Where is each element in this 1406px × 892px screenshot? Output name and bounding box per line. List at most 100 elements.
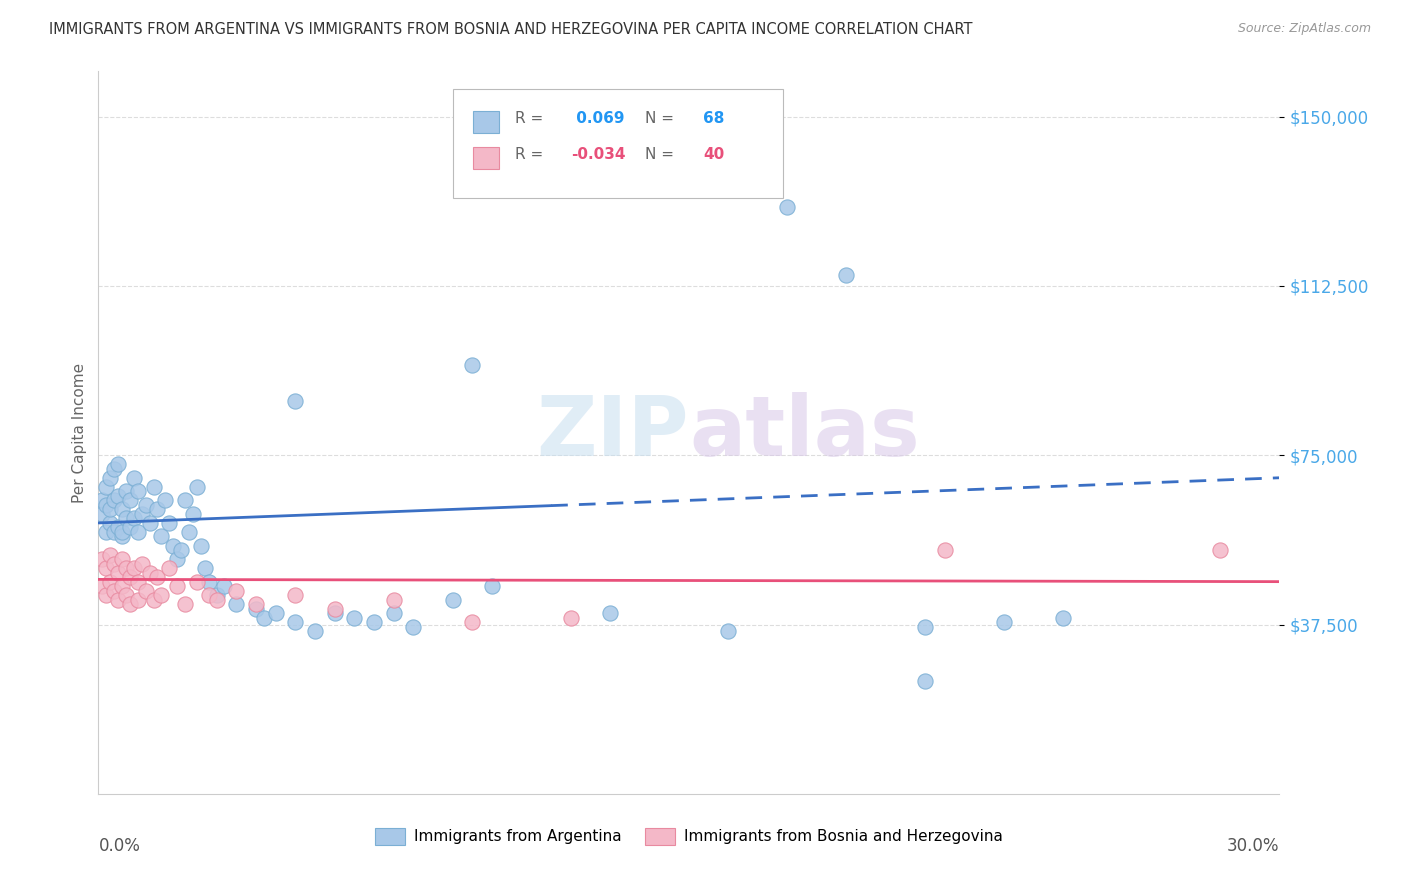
Text: ZIP: ZIP bbox=[537, 392, 689, 473]
Point bbox=[323, 601, 346, 615]
Text: Source: ZipAtlas.com: Source: ZipAtlas.com bbox=[1237, 22, 1371, 36]
Point bbox=[107, 566, 129, 580]
Point bbox=[96, 588, 118, 602]
Point bbox=[1052, 611, 1074, 625]
Point bbox=[461, 358, 484, 372]
Point bbox=[127, 592, 149, 607]
Point bbox=[264, 607, 287, 621]
Point bbox=[111, 529, 134, 543]
Text: 40: 40 bbox=[703, 147, 724, 162]
Point bbox=[157, 561, 180, 575]
Point bbox=[107, 520, 129, 534]
Point bbox=[96, 561, 118, 575]
Point bbox=[103, 524, 125, 539]
Point bbox=[103, 462, 125, 476]
Point bbox=[122, 561, 145, 575]
Point bbox=[323, 607, 346, 621]
Point bbox=[115, 484, 138, 499]
Text: atlas: atlas bbox=[689, 392, 920, 473]
Point bbox=[122, 471, 145, 485]
Point bbox=[91, 507, 114, 521]
Text: R =: R = bbox=[516, 111, 548, 126]
Point bbox=[135, 498, 157, 512]
Point bbox=[91, 579, 114, 593]
Point bbox=[118, 597, 141, 611]
Point bbox=[96, 524, 118, 539]
Point bbox=[96, 480, 118, 494]
Text: 68: 68 bbox=[703, 111, 724, 126]
Point bbox=[186, 480, 208, 494]
Point bbox=[162, 539, 184, 553]
Point bbox=[304, 624, 326, 639]
Point bbox=[115, 588, 138, 602]
Point bbox=[98, 516, 121, 530]
Point bbox=[131, 507, 153, 521]
Point bbox=[914, 620, 936, 634]
Point bbox=[253, 611, 276, 625]
Point bbox=[170, 543, 193, 558]
Point bbox=[197, 574, 219, 589]
Point bbox=[245, 597, 267, 611]
Point bbox=[174, 597, 197, 611]
Text: N =: N = bbox=[645, 147, 679, 162]
Text: 30.0%: 30.0% bbox=[1227, 838, 1279, 855]
Point bbox=[343, 611, 366, 625]
Point bbox=[284, 615, 307, 630]
Point bbox=[103, 493, 125, 508]
Point bbox=[138, 516, 160, 530]
Bar bbox=[472, 111, 499, 133]
Point bbox=[157, 516, 180, 530]
Point bbox=[225, 583, 247, 598]
Text: R =: R = bbox=[516, 147, 548, 162]
Bar bbox=[472, 146, 499, 169]
Point bbox=[91, 493, 114, 508]
Point bbox=[186, 574, 208, 589]
Point bbox=[138, 566, 160, 580]
Point bbox=[382, 607, 405, 621]
Point bbox=[111, 524, 134, 539]
Text: 0.0%: 0.0% bbox=[98, 838, 141, 855]
Point bbox=[118, 520, 141, 534]
Point bbox=[111, 552, 134, 566]
Point bbox=[91, 552, 114, 566]
Y-axis label: Per Capita Income: Per Capita Income bbox=[72, 362, 87, 503]
Point bbox=[174, 493, 197, 508]
Point bbox=[98, 574, 121, 589]
Point bbox=[194, 561, 217, 575]
Point bbox=[181, 507, 204, 521]
Point bbox=[934, 543, 956, 558]
Point bbox=[599, 607, 621, 621]
Point bbox=[441, 592, 464, 607]
Point bbox=[177, 524, 200, 539]
Text: N =: N = bbox=[645, 111, 679, 126]
Point bbox=[142, 592, 165, 607]
Point bbox=[560, 611, 582, 625]
Point bbox=[166, 579, 188, 593]
Point bbox=[284, 588, 307, 602]
Point bbox=[150, 529, 173, 543]
Point bbox=[127, 524, 149, 539]
Point bbox=[993, 615, 1015, 630]
Text: 0.069: 0.069 bbox=[571, 111, 624, 126]
Point bbox=[142, 480, 165, 494]
Point bbox=[127, 484, 149, 499]
Point bbox=[107, 489, 129, 503]
Point bbox=[225, 597, 247, 611]
Point bbox=[197, 588, 219, 602]
Point bbox=[1209, 543, 1232, 558]
Text: IMMIGRANTS FROM ARGENTINA VS IMMIGRANTS FROM BOSNIA AND HERZEGOVINA PER CAPITA I: IMMIGRANTS FROM ARGENTINA VS IMMIGRANTS … bbox=[49, 22, 973, 37]
Point bbox=[135, 583, 157, 598]
Point bbox=[382, 592, 405, 607]
Point bbox=[127, 574, 149, 589]
Point bbox=[166, 552, 188, 566]
Point bbox=[111, 502, 134, 516]
Point bbox=[402, 620, 425, 634]
Point bbox=[205, 588, 228, 602]
Point bbox=[98, 548, 121, 562]
Text: -0.034: -0.034 bbox=[571, 147, 626, 162]
Point bbox=[284, 394, 307, 409]
Point bbox=[461, 615, 484, 630]
Point bbox=[245, 601, 267, 615]
Point bbox=[146, 502, 169, 516]
Point bbox=[103, 583, 125, 598]
